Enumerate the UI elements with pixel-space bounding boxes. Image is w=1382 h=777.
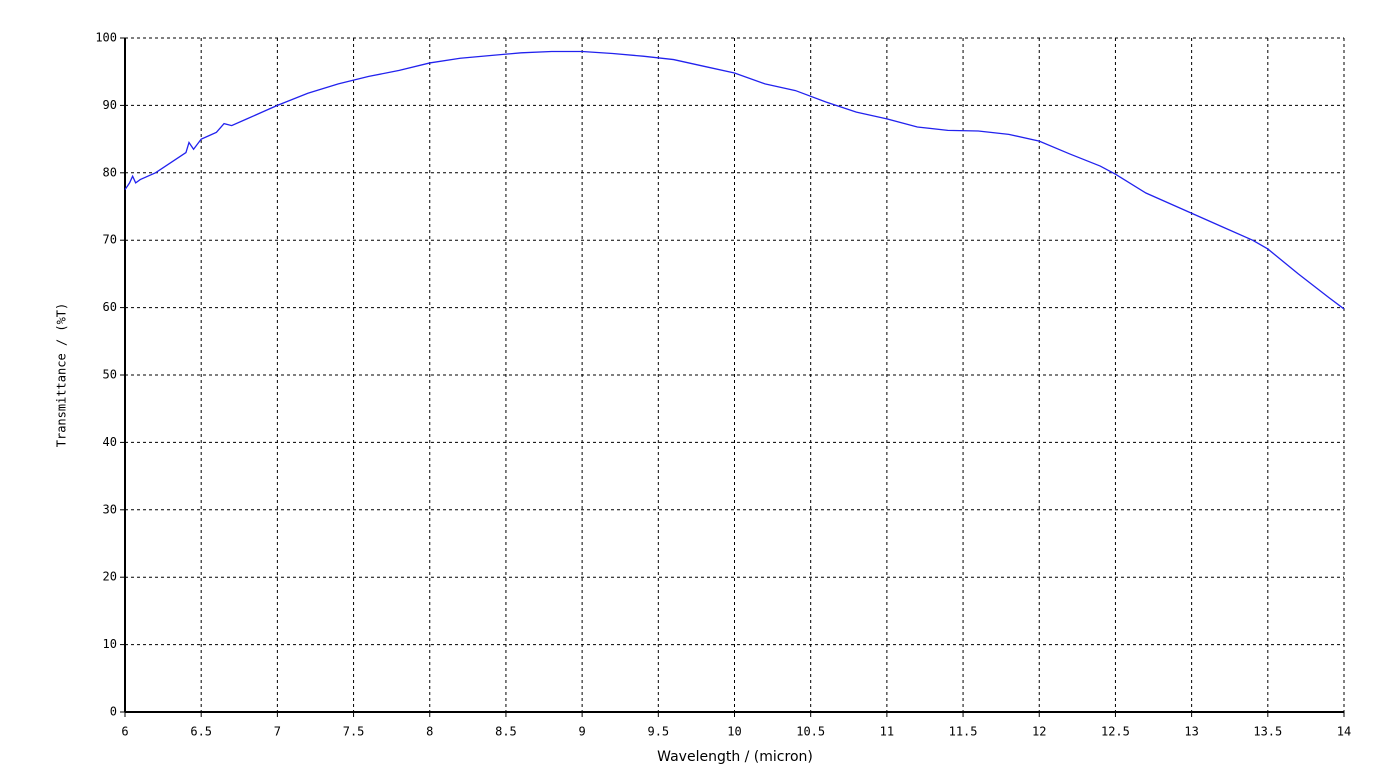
x-tick-label: 10.5 bbox=[796, 725, 825, 739]
x-tick-label: 9 bbox=[579, 725, 586, 739]
x-tick-label: 6 bbox=[121, 725, 128, 739]
x-tick-label: 7.5 bbox=[343, 725, 365, 739]
x-tick-label: 8.5 bbox=[495, 725, 517, 739]
x-tick-label: 7 bbox=[274, 725, 281, 739]
y-tick-label: 80 bbox=[103, 165, 117, 179]
y-tick-label: 100 bbox=[95, 31, 117, 45]
x-tick-label: 6.5 bbox=[190, 725, 212, 739]
y-axis-title: Transmittance / (%T) bbox=[55, 303, 69, 448]
y-tick-label: 60 bbox=[103, 300, 117, 314]
y-tick-label: 0 bbox=[110, 705, 117, 719]
x-tick-label: 12.5 bbox=[1101, 725, 1130, 739]
x-axis-title: Wavelength / (micron) bbox=[657, 749, 813, 765]
y-tick-label: 10 bbox=[103, 637, 117, 651]
y-tick-label: 40 bbox=[103, 435, 117, 449]
x-tick-label: 11.5 bbox=[949, 725, 978, 739]
x-tick-label: 13 bbox=[1184, 725, 1198, 739]
x-tick-label: 13.5 bbox=[1253, 725, 1282, 739]
y-tick-label: 30 bbox=[103, 502, 117, 516]
y-tick-label: 20 bbox=[103, 570, 117, 584]
y-tick-label: 50 bbox=[103, 368, 117, 382]
x-tick-label: 8 bbox=[426, 725, 433, 739]
x-tick-label: 10 bbox=[727, 725, 741, 739]
y-tick-label: 70 bbox=[103, 233, 117, 247]
data-line bbox=[124, 50, 1345, 310]
x-tick-label: 11 bbox=[880, 725, 894, 739]
x-tick-label: 14 bbox=[1337, 725, 1351, 739]
x-tick-label: 12 bbox=[1032, 725, 1046, 739]
x-tick-label: 9.5 bbox=[647, 725, 669, 739]
y-tick-label: 90 bbox=[103, 98, 117, 112]
